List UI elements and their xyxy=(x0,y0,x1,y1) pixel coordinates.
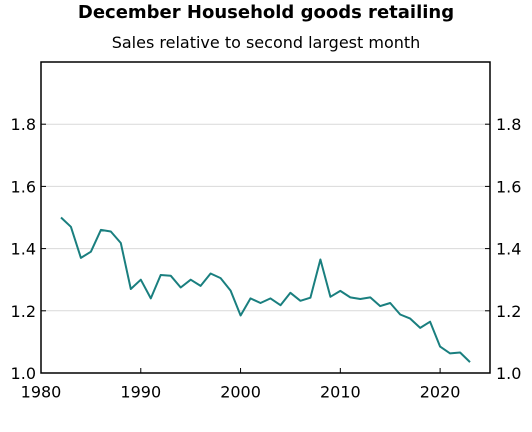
series-line xyxy=(60,216,471,363)
y-axis-left: 1.0 1.2 1.4 1.6 1.8 xyxy=(11,115,46,383)
x-tick-label: 2010 xyxy=(320,383,361,402)
x-tick-label: 2000 xyxy=(220,383,261,402)
series-layer xyxy=(60,216,471,363)
plot-frame xyxy=(40,61,491,374)
y-tick-label-right: 1.0 xyxy=(496,364,521,383)
y-tick-label-right: 1.6 xyxy=(496,177,521,196)
y-tick-label-left: 1.8 xyxy=(11,115,36,134)
x-tick-label: 1980 xyxy=(21,383,62,402)
chart-title: December Household goods retailing xyxy=(77,2,455,23)
x-tick-label: 2020 xyxy=(420,383,461,402)
x-axis: 1980 1990 2000 2010 2020 xyxy=(21,368,461,402)
gridlines xyxy=(41,123,490,312)
y-tick-label-left: 1.6 xyxy=(11,177,36,196)
chart-subtitle: Sales relative to second largest month xyxy=(111,33,421,52)
y-tick-label-left: 1.2 xyxy=(11,302,36,321)
y-tick-label-left: 1.0 xyxy=(11,364,36,383)
y-tick-label-left: 1.4 xyxy=(11,240,36,259)
y-tick-label-right: 1.2 xyxy=(496,302,521,321)
y-tick-label-right: 1.8 xyxy=(496,115,521,134)
y-axis-right: 1.0 1.2 1.4 1.6 1.8 xyxy=(485,115,521,383)
x-tick-label: 1990 xyxy=(120,383,161,402)
y-tick-label-right: 1.4 xyxy=(496,240,521,259)
